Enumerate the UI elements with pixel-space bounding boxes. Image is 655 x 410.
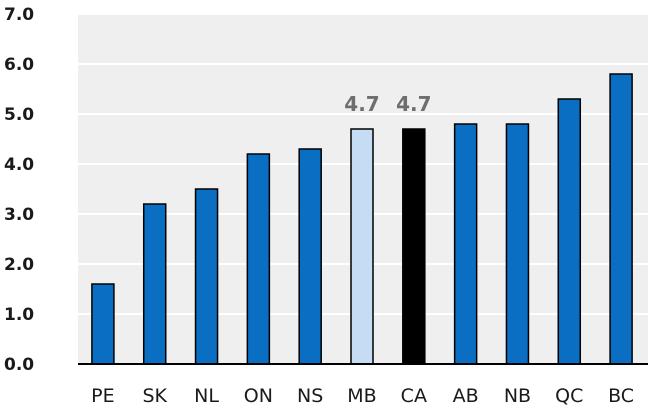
x-tick-label-sk: SK — [142, 385, 167, 407]
y-tick-label: 4.0 — [4, 155, 34, 175]
y-tick-label: 7.0 — [4, 5, 34, 25]
bar-qc — [557, 98, 582, 365]
x-tick-label-nb: NB — [504, 385, 531, 407]
x-tick-label-qc: QC — [555, 385, 583, 407]
y-tick-label: 5.0 — [4, 105, 34, 125]
bar-ab — [453, 123, 478, 365]
bar-sk — [142, 203, 167, 365]
data-labels: 4.7 4.7 — [344, 92, 431, 116]
y-tick-label: 0.0 — [4, 355, 34, 375]
bar-on — [246, 153, 271, 365]
x-tick-label-on: ON — [244, 385, 273, 407]
bar-nb — [505, 123, 530, 365]
bar-nl — [194, 188, 219, 365]
y-tick-label: 2.0 — [4, 255, 34, 275]
y-axis-tick-labels: 0.0 1.0 2.0 3.0 4.0 5.0 6.0 7.0 — [4, 5, 34, 375]
bar-ns — [298, 148, 322, 365]
bar-mb — [350, 128, 374, 365]
y-tick-label: 3.0 — [4, 205, 34, 225]
data-label-mb: 4.7 — [344, 92, 379, 116]
data-label-ca: 4.7 — [396, 92, 431, 116]
bar-bc — [609, 73, 633, 365]
y-tick-label: 1.0 — [4, 305, 34, 325]
x-tick-label-ca: CA — [401, 385, 427, 407]
x-tick-label-mb: MB — [347, 385, 376, 407]
bars — [91, 73, 633, 365]
x-tick-label-ns: NS — [297, 385, 323, 407]
bar-ca — [402, 128, 426, 365]
x-axis-category-labels: PE SK NL ON NS MB CA AB NB QC BC — [91, 385, 634, 407]
x-tick-label-bc: BC — [608, 385, 634, 407]
x-tick-label-pe: PE — [91, 385, 114, 407]
x-tick-label-ab: AB — [453, 385, 479, 407]
bar-pe — [91, 283, 115, 365]
y-tick-label: 6.0 — [4, 55, 34, 75]
x-tick-label-nl: NL — [194, 385, 219, 407]
